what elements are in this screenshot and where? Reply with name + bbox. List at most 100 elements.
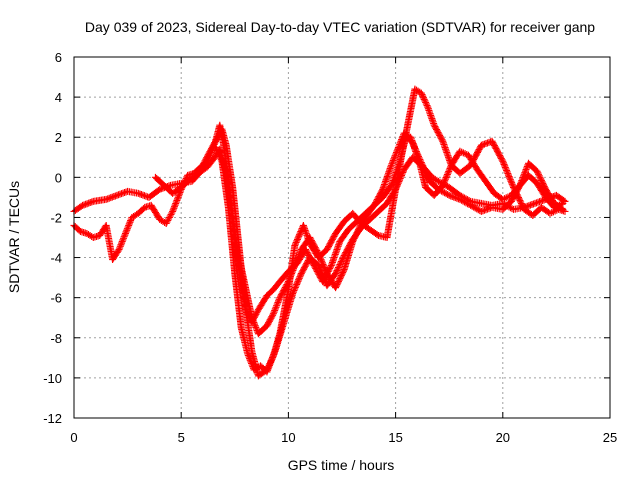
data-point (272, 303, 280, 311)
data-point (296, 229, 304, 237)
data-point (334, 278, 342, 286)
data-point (251, 322, 259, 330)
data-point (434, 185, 442, 193)
data-point (395, 178, 403, 186)
data-point (333, 267, 341, 275)
data-point (318, 259, 326, 267)
data-point (506, 176, 514, 184)
data-point (398, 170, 406, 178)
data-point (171, 201, 179, 209)
data-point (248, 361, 256, 369)
data-point (503, 168, 511, 176)
data-point (434, 177, 442, 185)
x-axis-label: GPS time / hours (288, 457, 395, 473)
data-point (521, 167, 529, 175)
data-point (217, 154, 225, 162)
data-point (293, 235, 301, 243)
data-point (242, 307, 250, 315)
data-point (169, 207, 177, 215)
data-point (269, 310, 277, 318)
x-tick-label: 10 (281, 430, 295, 445)
data-point (214, 133, 222, 141)
data-point (320, 275, 328, 283)
data-point (445, 167, 453, 175)
data-point (203, 152, 211, 160)
data-point (114, 247, 122, 255)
data-point (522, 166, 530, 174)
data-point (319, 260, 327, 268)
data-point (398, 171, 406, 179)
data-point (332, 284, 340, 292)
data-point (245, 312, 253, 320)
data-point (203, 154, 211, 162)
data-point (332, 282, 340, 290)
data-point (422, 98, 430, 106)
data-point (295, 231, 303, 239)
data-point (535, 170, 543, 178)
data-point (438, 136, 446, 144)
data-point (441, 175, 449, 183)
data-point (439, 188, 447, 196)
data-point (546, 209, 554, 217)
data-point (389, 156, 397, 164)
data-point (504, 171, 512, 179)
y-tick-label: 6 (55, 50, 62, 65)
data-point (315, 263, 323, 271)
data-point (201, 157, 209, 165)
data-point (394, 145, 402, 153)
y-tick-label: -2 (50, 210, 62, 225)
data-point (397, 173, 405, 181)
data-point (292, 282, 300, 290)
data-point (293, 280, 301, 288)
data-point (533, 167, 541, 175)
data-point (503, 166, 511, 174)
data-point (127, 217, 135, 225)
data-point (121, 229, 129, 237)
data-point (77, 202, 85, 210)
data-point (391, 187, 399, 195)
data-point (517, 180, 525, 188)
data-point (473, 205, 481, 213)
data-point (247, 358, 255, 366)
data-point (537, 175, 545, 183)
data-point (339, 253, 347, 261)
data-point (519, 202, 527, 210)
data-point (117, 241, 125, 249)
data-point (419, 92, 427, 100)
data-point (459, 149, 467, 157)
data-point (167, 210, 175, 218)
y-tick-label: -12 (43, 411, 62, 426)
data-point (516, 181, 524, 189)
data-point (501, 163, 509, 171)
data-point (515, 195, 523, 203)
x-tick-label: 25 (603, 430, 617, 445)
data-point (444, 191, 452, 199)
data-point (173, 196, 181, 204)
data-point (217, 156, 225, 164)
data-point (320, 274, 328, 282)
series-track-D (212, 143, 567, 376)
data-point (317, 268, 325, 276)
data-point (294, 277, 302, 285)
data-point (518, 175, 526, 183)
data-point (457, 196, 465, 204)
data-point (518, 201, 526, 209)
data-point (540, 181, 548, 189)
data-point (242, 306, 250, 314)
data-point (439, 181, 447, 189)
data-point (295, 232, 303, 240)
data-point (267, 358, 275, 366)
data-point (271, 347, 279, 355)
data-point (252, 323, 260, 331)
data-point (441, 177, 449, 185)
data-point (211, 139, 219, 147)
data-point (172, 198, 180, 206)
data-point (447, 163, 455, 171)
data-point (392, 150, 400, 158)
data-point (271, 305, 279, 313)
data-point (499, 195, 507, 203)
y-tick-label: 0 (55, 170, 62, 185)
data-point (393, 182, 401, 190)
data-point (334, 264, 342, 272)
y-tick-label: -8 (50, 331, 62, 346)
